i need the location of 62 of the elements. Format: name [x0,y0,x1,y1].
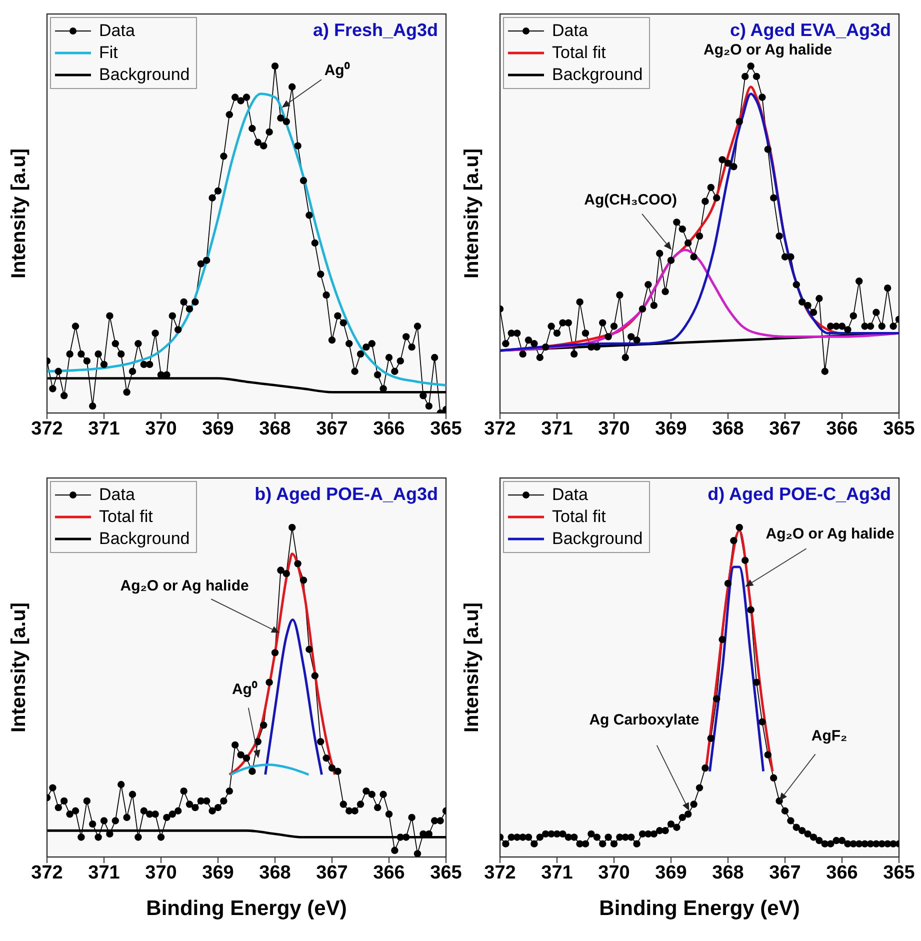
x-axis-title: Binding Energy (eV) [146,897,347,920]
legend-label: Fit [99,42,118,64]
annotation: Ag₂O or Ag halide [703,42,832,59]
x-tick-label: 370 [598,418,630,440]
x-tick-label: 365 [430,418,462,440]
x-tick-label: 366 [373,862,405,884]
x-tick-label: 371 [541,418,574,440]
x-tick-label: 372 [31,418,63,440]
x-tick-label: 366 [826,418,858,440]
legend-label: Background [552,528,643,550]
x-tick-label: 368 [259,862,291,884]
annotation: Ag₂O or Ag halide [766,525,894,542]
legend-label: Data [99,484,135,506]
x-tick-label: 367 [316,862,348,884]
annotation: Ag Carboxylate [589,711,700,728]
x-tick-label: 370 [145,862,177,884]
x-tick-label: 371 [88,862,120,884]
x-tick-label: 368 [712,862,744,884]
chart-title: c) Aged EVA_Ag3d [730,20,891,41]
x-tick-label: 367 [769,862,801,884]
x-tick-label: 371 [88,418,120,440]
x-tick-label: 366 [373,418,405,440]
x-tick-label: 372 [484,418,516,440]
x-tick-label: 368 [712,418,744,440]
x-tick-label: 368 [259,418,291,440]
legend-label: Total fit [99,506,153,528]
x-tick-label: 369 [202,862,234,884]
annotation: Ag⁰ [232,680,257,698]
chart-title: b) Aged POE-A_Ag3d [254,484,438,505]
x-tick-label: 367 [769,418,801,440]
legend-label: Data [552,484,588,506]
x-tick-label: 369 [655,418,687,440]
chart-title: d) Aged POE-C_Ag3d [708,484,891,505]
x-tick-label: 370 [145,418,177,440]
legend-label: Total fit [552,506,606,528]
y-axis-title: Intensity [a.u] [8,148,30,279]
annotation: Ag₂O or Ag halide [120,577,249,594]
legend-label: Background [552,64,643,86]
x-tick-label: 371 [541,862,574,884]
x-tick-label: 366 [826,862,858,884]
y-axis-title: Intensity [a.u] [8,602,30,733]
x-tick-label: 370 [598,862,630,884]
legend-label: Background [99,64,190,86]
y-axis-title: Intensity [a.u] [461,602,484,733]
x-tick-label: 372 [484,862,516,884]
legend-label: Data [552,20,588,42]
annotation: AgF₂ [811,727,848,744]
x-axis-title: Binding Energy (eV) [599,897,800,920]
legend-label: Background [99,528,190,550]
y-axis-title: Intensity [a.u] [461,148,484,279]
legend-label: Total fit [552,42,606,64]
x-tick-label: 369 [655,862,687,884]
x-tick-label: 365 [430,862,462,884]
legend-label: Data [99,20,135,42]
x-tick-label: 367 [316,418,348,440]
x-tick-label: 365 [883,862,916,884]
annotation: Ag⁰ [324,60,350,79]
chart-title: a) Fresh_Ag3d [312,20,438,41]
x-tick-label: 369 [202,418,234,440]
x-tick-label: 372 [31,862,63,884]
annotation: Ag(CH₃COO) [584,191,677,208]
x-tick-label: 365 [883,418,916,440]
